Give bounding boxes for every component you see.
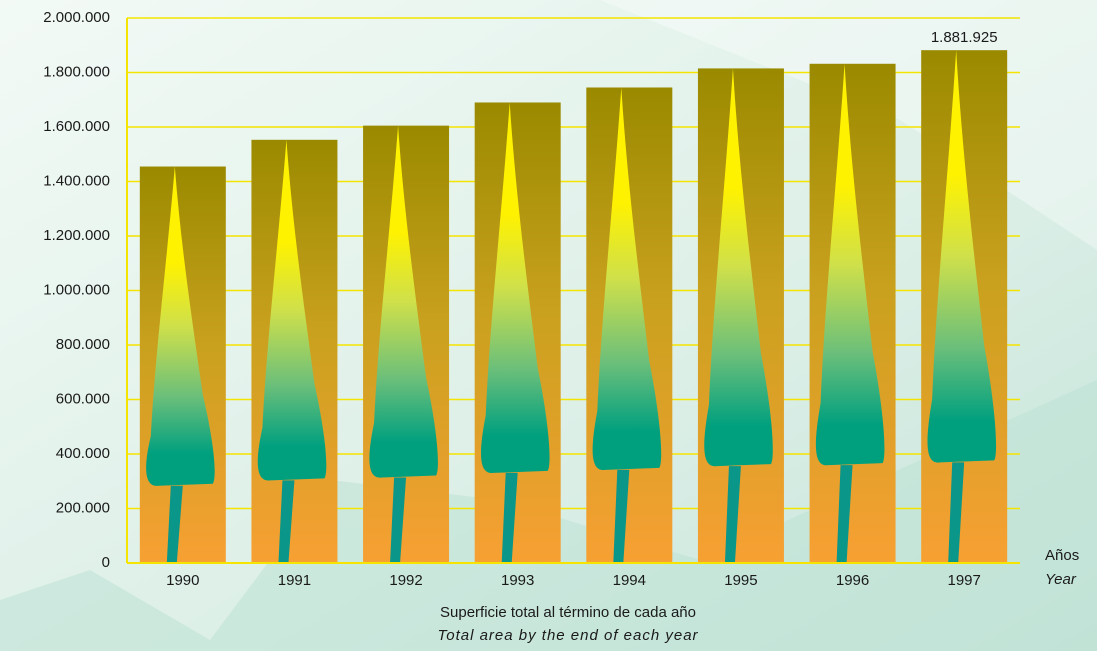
y-tick-label: 800.000 — [56, 336, 110, 353]
x-axis-title: Superficie total al término de cada año — [440, 604, 696, 621]
tree-decoration — [369, 125, 438, 478]
tree-decoration — [927, 50, 997, 463]
tree-trunk — [724, 466, 741, 563]
data-label: 1.881.925 — [931, 29, 998, 46]
x-axis-unit: Años — [1045, 547, 1079, 564]
tree-trunk — [613, 469, 630, 563]
tree-decoration — [592, 87, 662, 471]
x-tick-label: 1991 — [278, 572, 311, 589]
y-tick-label: 1.000.000 — [43, 281, 110, 298]
tree-decoration — [704, 68, 773, 467]
x-tick-label: 1996 — [836, 572, 869, 589]
tree-decoration — [257, 139, 327, 481]
y-tick-label: 1.200.000 — [43, 227, 110, 244]
y-tick-label: 2.000.000 — [43, 9, 110, 26]
y-tick-label: 0 — [102, 554, 110, 571]
x-tick-label: 1990 — [166, 572, 199, 589]
tree-trunk — [278, 480, 295, 563]
x-tick-label: 1992 — [389, 572, 422, 589]
y-tick-label: 600.000 — [56, 390, 110, 407]
tree-trunk — [166, 485, 183, 563]
tree-decoration — [481, 102, 550, 474]
x-tick-label: 1997 — [948, 572, 981, 589]
x-axis-unit-en: Year — [1045, 571, 1077, 588]
tree-trunk — [836, 465, 853, 563]
x-tick-label: 1994 — [613, 572, 646, 589]
x-tick-label: 1993 — [501, 572, 534, 589]
tree-decoration — [146, 166, 215, 486]
y-tick-label: 200.000 — [56, 499, 110, 516]
tree-trunk — [390, 477, 407, 563]
tree-trunk — [948, 462, 965, 563]
y-tick-label: 1.400.000 — [43, 172, 110, 189]
tree-trunk — [501, 472, 518, 563]
y-tick-label: 1.800.000 — [43, 63, 110, 80]
x-axis-title-en: Total area by the end of each year — [437, 627, 698, 644]
y-tick-label: 400.000 — [56, 445, 110, 462]
x-tick-label: 1995 — [724, 572, 757, 589]
tree-decoration — [815, 63, 885, 466]
y-tick-label: 1.600.000 — [43, 118, 110, 135]
